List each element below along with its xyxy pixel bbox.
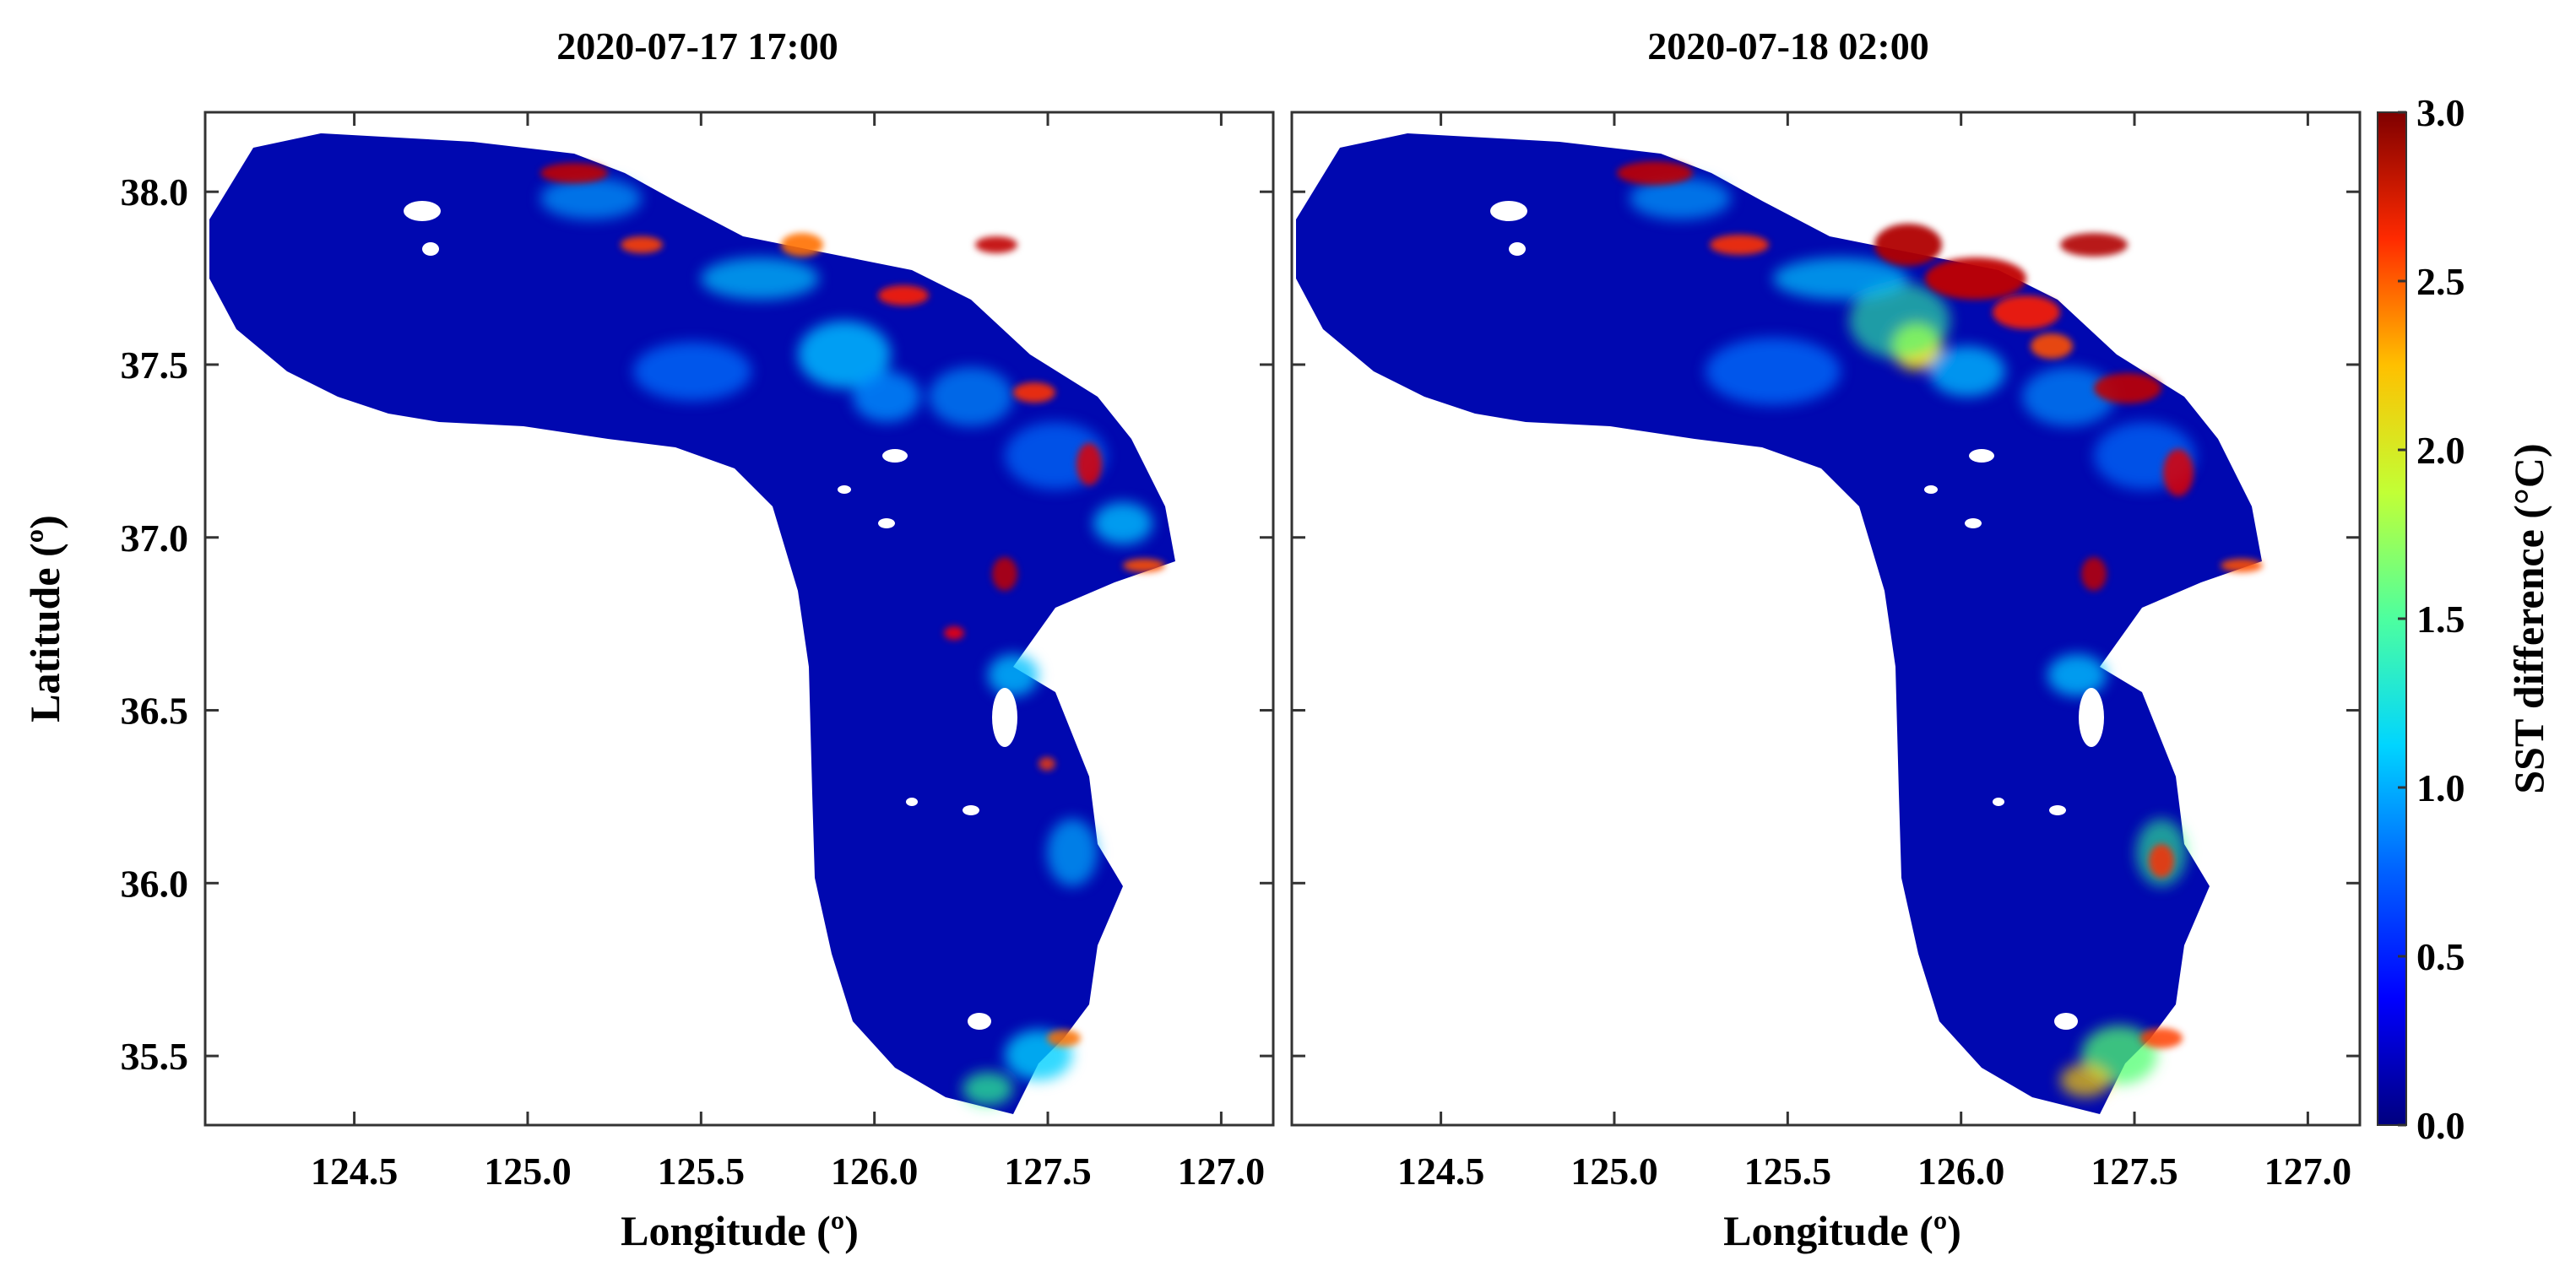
right-warm-patches xyxy=(1630,177,2195,1097)
left-x-axis-label: Longitude (º) xyxy=(621,1207,859,1254)
colorbar-label: SST difference (°C) xyxy=(2505,443,2552,793)
colorbar-tick-label: 2.5 xyxy=(2416,260,2465,303)
colorbar-tick-label: 3.0 xyxy=(2416,91,2465,134)
y-tick-label: 37.0 xyxy=(121,517,189,560)
right-sea-region xyxy=(1296,133,2262,1114)
left-x-tick-label: 125.5 xyxy=(658,1150,746,1193)
colorbar-tick-label: 2.0 xyxy=(2416,429,2465,472)
left-x-tick-label: 124.5 xyxy=(311,1150,399,1193)
colorbar-tick-label: 0.0 xyxy=(2416,1104,2465,1147)
y-axis-label: Latitude (º) xyxy=(21,515,68,722)
y-tick-label: 36.5 xyxy=(121,690,189,733)
right-map-panel: 2020-07-18 02:00 xyxy=(1290,24,2362,1254)
right-x-tick-label: 124.5 xyxy=(1397,1150,1485,1193)
right-x-tick-label: 126.0 xyxy=(1917,1150,2005,1193)
right-panel-title: 2020-07-18 02:00 xyxy=(1647,24,1928,68)
y-tick-label: 38.0 xyxy=(121,170,189,214)
right-x-tick-label: 125.0 xyxy=(1570,1150,1658,1193)
right-x-tick-label: 125.5 xyxy=(1744,1150,1832,1193)
left-coastal-hotspots xyxy=(540,163,1165,1047)
left-plot-frame xyxy=(203,111,1275,1127)
colorbar-ticks: 3.0 2.5 2.0 1.5 1.0 0.5 0.0 xyxy=(2398,91,2465,1147)
right-islands xyxy=(1490,201,2104,1030)
left-axis-ticks: 124.5 125.0 125.5 126.0 127.5 127.0 38.0 37.5 37… xyxy=(121,112,1273,1193)
left-x-tick-label: 126.0 xyxy=(831,1150,919,1193)
right-sst-field xyxy=(1296,133,2263,1114)
left-sea-region xyxy=(209,133,1175,1114)
y-tick-label: 37.5 xyxy=(121,344,189,387)
colorbar: 3.0 2.5 2.0 1.5 1.0 0.5 0.0 SST difference (°C… xyxy=(2377,91,2552,1147)
colorbar-tick-label: 1.5 xyxy=(2416,598,2465,641)
colorbar-tick-label: 1.0 xyxy=(2416,766,2465,809)
left-map-panel: 2020-07-17 17:00 xyxy=(21,24,1275,1254)
right-x-tick-label: 127.5 xyxy=(2091,1150,2178,1193)
left-x-tick-label: 127.5 xyxy=(1004,1150,1092,1193)
right-plot-frame xyxy=(1290,111,2362,1127)
left-x-tick-label: 125.0 xyxy=(484,1150,572,1193)
left-x-tick-label: 127.0 xyxy=(1178,1150,1266,1193)
left-islands xyxy=(404,201,1017,1030)
right-x-tick-label: 127.0 xyxy=(2264,1150,2352,1193)
right-x-axis-label: Longitude (º) xyxy=(1723,1207,1961,1254)
y-tick-label: 35.5 xyxy=(121,1035,189,1078)
right-axis-ticks: 124.5 125.0 125.5 126.0 127.5 127.0 xyxy=(1292,112,2360,1193)
y-tick-label: 36.0 xyxy=(121,862,189,905)
left-sst-field xyxy=(209,133,1175,1114)
colorbar-tick-label: 0.5 xyxy=(2416,935,2465,978)
left-panel-title: 2020-07-17 17:00 xyxy=(556,24,838,68)
right-coastal-hotspots xyxy=(1617,161,2263,1048)
